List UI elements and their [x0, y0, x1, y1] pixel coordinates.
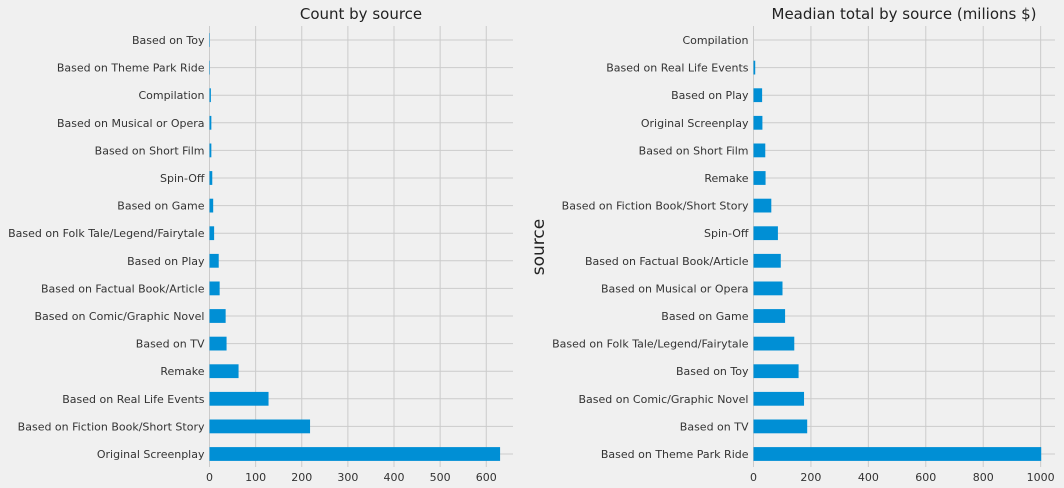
x-tick-label: 0 — [206, 471, 213, 484]
bar — [753, 115, 763, 130]
category-label: Based on Real Life Events — [62, 393, 205, 406]
x-tick-label: 1000 — [1027, 471, 1055, 484]
bar — [209, 391, 269, 406]
category-label: Based on TV — [680, 420, 749, 433]
x-tick-label: 300 — [337, 471, 358, 484]
bar — [753, 336, 795, 351]
category-label: Based on Musical or Opera — [57, 117, 204, 130]
bar — [209, 115, 212, 130]
grid — [209, 26, 513, 467]
x-tick-label: 500 — [430, 471, 451, 484]
category-label: Based on Musical or Opera — [601, 282, 748, 295]
category-label: Spin-Off — [160, 172, 205, 185]
chart-median-total-by-source: Meadian total by source (milions $) sour… — [529, 5, 1055, 484]
category-label: Based on Comic/Graphic Novel — [578, 393, 748, 406]
bar — [209, 88, 211, 103]
category-label: Based on Short Film — [95, 144, 205, 157]
y-axis-label: source — [529, 219, 549, 275]
category-label: Based on Theme Park Ride — [601, 448, 749, 461]
bars — [753, 60, 1042, 461]
x-tick-label: 600 — [476, 471, 497, 484]
category-label: Remake — [704, 172, 748, 185]
bar — [209, 171, 213, 185]
bar — [209, 447, 501, 461]
x-tick-labels: 0 200 400 600 800 1000 — [750, 471, 1055, 484]
bar — [753, 60, 756, 75]
bar — [209, 309, 226, 323]
category-label: Original Screenplay — [641, 117, 749, 130]
x-tick-label: 400 — [858, 471, 879, 484]
bar — [753, 447, 1042, 461]
category-label: Based on Theme Park Ride — [57, 62, 205, 75]
category-label: Based on Folk Tale/Legend/Fairytale — [552, 338, 749, 351]
category-label: Based on Play — [127, 255, 205, 268]
bar — [209, 419, 311, 434]
bars — [209, 33, 501, 461]
category-label: Based on Factual Book/Article — [41, 282, 205, 295]
chart-title: Meadian total by source (milions $) — [772, 5, 1037, 23]
category-labels: Original Screenplay Based on Fiction Book… — [8, 34, 205, 461]
category-label: Based on Fiction Book/Short Story — [562, 200, 749, 213]
category-label: Based on Game — [661, 310, 748, 323]
bar — [753, 309, 786, 323]
bar — [753, 198, 772, 213]
bar — [753, 419, 808, 434]
category-label: Original Screenplay — [97, 448, 205, 461]
bar — [753, 226, 778, 241]
bar — [753, 253, 781, 268]
bar — [753, 171, 766, 185]
category-label: Based on Toy — [676, 365, 749, 378]
category-label: Compilation — [138, 89, 204, 102]
bar — [209, 281, 220, 296]
bar — [209, 198, 214, 213]
x-tick-label: 800 — [973, 471, 994, 484]
category-label: Based on Play — [671, 89, 749, 102]
bar — [753, 88, 763, 103]
category-label: Based on Game — [117, 200, 204, 213]
category-label: Based on Toy — [132, 34, 205, 47]
bar — [753, 143, 766, 158]
category-label: Remake — [160, 365, 204, 378]
category-label: Based on Factual Book/Article — [585, 255, 749, 268]
bar — [209, 143, 212, 158]
category-label: Based on Real Life Events — [606, 62, 749, 75]
bar — [209, 336, 227, 351]
category-label: Based on Comic/Graphic Novel — [34, 310, 204, 323]
bar — [209, 253, 219, 268]
bar — [753, 364, 799, 379]
category-label: Based on Fiction Book/Short Story — [18, 420, 205, 433]
x-tick-label: 0 — [750, 471, 757, 484]
x-tick-label: 400 — [383, 471, 404, 484]
category-label: Based on TV — [136, 338, 205, 351]
x-tick-label: 100 — [245, 471, 266, 484]
x-tick-label: 200 — [291, 471, 312, 484]
chart-count-by-source: Count by source Original Screenplay Based… — [8, 5, 513, 484]
chart-title: Count by source — [300, 5, 422, 23]
category-label: Compilation — [682, 34, 748, 47]
x-tick-label: 600 — [915, 471, 936, 484]
category-label: Based on Folk Tale/Legend/Fairytale — [8, 227, 205, 240]
bar — [209, 226, 215, 241]
category-label: Spin-Off — [704, 227, 749, 240]
category-labels: Based on Theme Park Ride Based on TV Based… — [552, 34, 749, 461]
category-label: Based on Short Film — [639, 144, 749, 157]
bar — [753, 281, 783, 296]
x-tick-label: 200 — [800, 471, 821, 484]
bar — [753, 391, 805, 406]
bar — [209, 364, 239, 379]
x-tick-labels: 0 100 200 300 400 500 600 — [206, 471, 497, 484]
